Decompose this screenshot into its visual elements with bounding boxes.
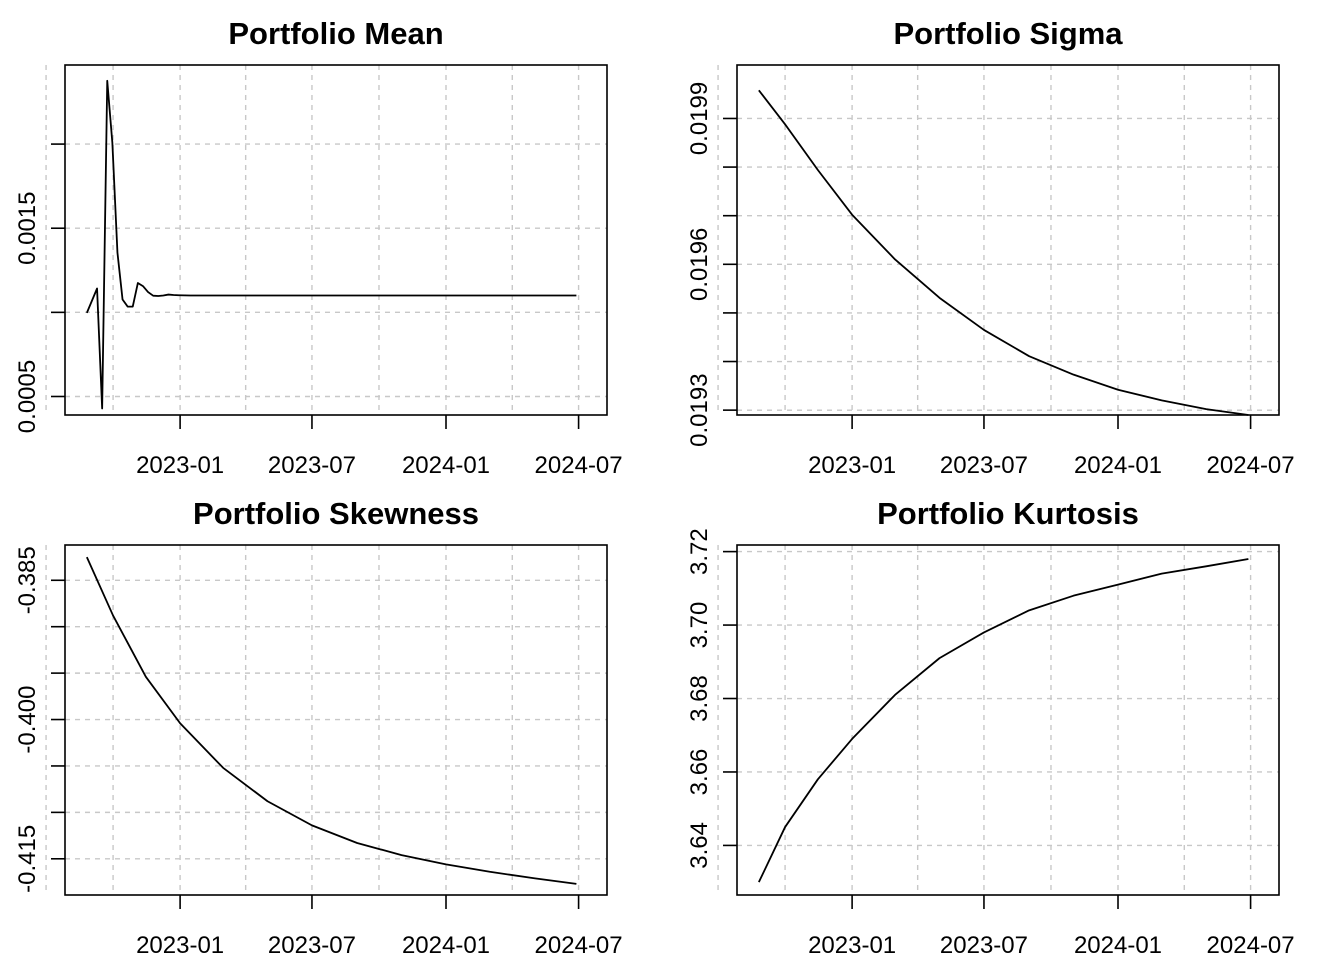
y-tick-label: 0.0199 bbox=[686, 82, 713, 155]
y-tick-label: 0.0196 bbox=[686, 228, 713, 301]
y-tick-label: 3.70 bbox=[686, 602, 713, 649]
y-tick-label: 0.0193 bbox=[686, 373, 713, 446]
chart-panel-skewness: Portfolio Skewness 2023-01 2023-07 2024-01 2… bbox=[14, 496, 623, 959]
chart-panel-kurtosis: Portfolio Kurtosis 2023-01 2023-07 2024-01 2… bbox=[686, 496, 1295, 959]
y-tick-label: 0.0005 bbox=[14, 360, 41, 433]
x-tick-label: 2024-07 bbox=[535, 932, 623, 959]
y-tick-label: 3.66 bbox=[686, 749, 713, 796]
y-tick-label: 3.72 bbox=[686, 528, 713, 575]
chart-title: Portfolio Skewness bbox=[193, 496, 479, 531]
x-tick-label: 2023-01 bbox=[136, 932, 224, 959]
y-tick-label: -0.385 bbox=[14, 546, 41, 614]
plot-frame bbox=[736, 544, 1280, 896]
x-tick-label: 2023-07 bbox=[268, 452, 356, 479]
chart-title: Portfolio Mean bbox=[228, 16, 443, 51]
x-tick-label: 2023-01 bbox=[808, 452, 896, 479]
x-tick-label: 2024-07 bbox=[1207, 932, 1295, 959]
x-tick-label: 2023-01 bbox=[136, 452, 224, 479]
y-tick-label: 3.64 bbox=[686, 822, 713, 869]
series-line bbox=[86, 79, 577, 410]
x-tick-label: 2024-01 bbox=[1074, 452, 1162, 479]
y-tick-label: 0.0015 bbox=[14, 192, 41, 265]
chart-panel-mean: Portfolio Mean 2023-01 2023-07 2024-01 2024-… bbox=[14, 16, 623, 479]
plot-frame bbox=[736, 64, 1280, 416]
x-tick-label: 2024-07 bbox=[1207, 452, 1295, 479]
series-line bbox=[758, 89, 1249, 416]
chart-title: Portfolio Kurtosis bbox=[877, 496, 1139, 531]
x-tick-label: 2023-01 bbox=[808, 932, 896, 959]
x-tick-label: 2023-07 bbox=[940, 452, 1028, 479]
x-tick-label: 2023-07 bbox=[940, 932, 1028, 959]
series-line bbox=[86, 556, 577, 885]
series-line bbox=[758, 558, 1249, 883]
chart-panel-sigma: Portfolio Sigma 2023-01 2023-07 2024-01 2024… bbox=[686, 16, 1295, 479]
x-tick-label: 2024-01 bbox=[1074, 932, 1162, 959]
y-tick-label: 3.68 bbox=[686, 675, 713, 722]
x-tick-label: 2023-07 bbox=[268, 932, 356, 959]
y-tick-label: -0.415 bbox=[14, 825, 41, 893]
x-tick-label: 2024-01 bbox=[402, 932, 490, 959]
x-tick-label: 2024-01 bbox=[402, 452, 490, 479]
plot-frame bbox=[64, 64, 608, 416]
chart-title: Portfolio Sigma bbox=[893, 16, 1123, 51]
y-tick-label: -0.400 bbox=[14, 686, 41, 754]
x-tick-label: 2024-07 bbox=[535, 452, 623, 479]
